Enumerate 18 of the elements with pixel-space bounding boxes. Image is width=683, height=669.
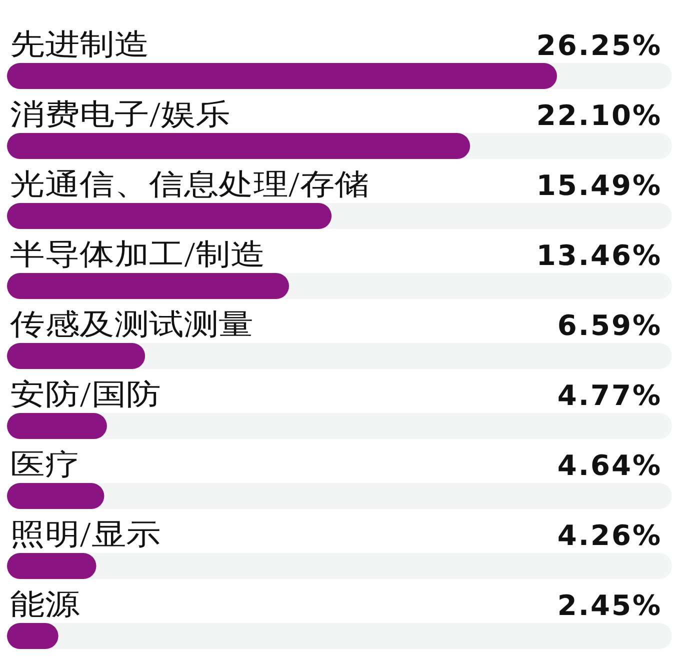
category-label: 能源 <box>10 586 80 622</box>
value-label: 4.64% <box>557 449 662 482</box>
category-label: 传感及测试测量 <box>10 306 254 342</box>
category-label: 安防/国防 <box>10 376 161 412</box>
category-label: 半导体加工/制造 <box>10 236 266 272</box>
value-label: 6.59% <box>557 309 662 342</box>
value-label: 13.46% <box>536 239 662 272</box>
value-label: 26.25% <box>536 29 662 62</box>
category-label: 消费电子/娱乐 <box>10 96 230 132</box>
category-label: 医疗 <box>10 446 80 482</box>
value-label: 22.10% <box>536 99 662 132</box>
category-label: 光通信、信息处理/存储 <box>10 166 370 202</box>
value-label: 2.45% <box>557 589 662 622</box>
category-label: 先进制造 <box>10 26 150 62</box>
value-label: 15.49% <box>536 169 662 202</box>
category-label: 照明/显示 <box>10 516 161 552</box>
value-label: 4.26% <box>557 519 662 552</box>
value-label: 4.77% <box>557 379 662 412</box>
